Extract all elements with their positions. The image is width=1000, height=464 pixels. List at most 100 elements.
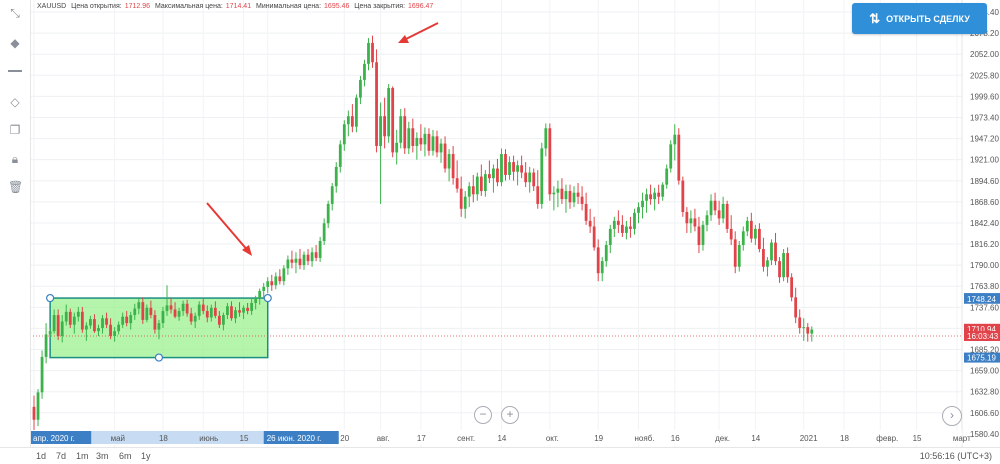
candle	[540, 142, 544, 209]
candle	[346, 110, 350, 137]
candle	[504, 149, 507, 181]
candle	[649, 184, 652, 205]
candle	[645, 188, 648, 213]
candle	[745, 216, 749, 237]
candle	[254, 295, 258, 310]
fill-tool-icon[interactable]: ◆	[10, 36, 20, 50]
candle	[556, 180, 560, 208]
candle	[657, 184, 661, 204]
layers-icon[interactable]: ◇	[10, 95, 20, 109]
candle	[496, 158, 499, 187]
candle	[782, 249, 785, 282]
candle	[455, 160, 459, 193]
candle	[608, 224, 612, 254]
candle	[596, 239, 600, 282]
price-tick-label: 2052.00	[970, 50, 999, 59]
candle	[278, 269, 282, 285]
copy-icon[interactable]: ❐	[9, 123, 21, 137]
candle	[762, 237, 765, 272]
candle	[230, 301, 233, 321]
candle	[149, 300, 153, 319]
low-label: Минимальная цена:	[256, 3, 322, 10]
time-tick-label: 14	[497, 434, 506, 443]
candle	[673, 124, 677, 161]
candle	[226, 302, 229, 320]
timeframe-3m[interactable]: 3m	[96, 451, 109, 461]
candle	[177, 307, 181, 321]
candle	[758, 223, 761, 253]
candle	[693, 208, 697, 232]
candle	[653, 187, 657, 211]
candle	[113, 327, 116, 342]
time-tick-label: 15	[913, 434, 922, 443]
candle	[76, 307, 80, 322]
time-tick-label: 17	[417, 434, 426, 443]
candle	[463, 191, 467, 219]
trade-arrows-icon: ⇅	[869, 10, 881, 26]
candle	[620, 215, 624, 237]
range-box-handle[interactable]	[263, 293, 272, 303]
candle	[238, 302, 241, 317]
candle	[32, 395, 36, 433]
candle	[548, 123, 552, 201]
range-box-handle[interactable]	[46, 293, 55, 303]
zoom-out-button[interactable]: −	[474, 406, 492, 424]
candle	[459, 176, 463, 217]
candle	[629, 216, 632, 238]
timeframe-1y[interactable]: 1y	[141, 451, 151, 461]
candle	[467, 182, 471, 208]
price-tick-label: 1816.20	[970, 240, 999, 249]
price-tick-label: 1606.60	[970, 409, 999, 418]
candle	[379, 102, 382, 204]
candle	[157, 319, 161, 340]
candle	[109, 318, 112, 340]
cursor-tool-icon[interactable]: ⤡	[10, 6, 20, 20]
ohlc-legend: XAUUSD Цена открытия: 1712.96 Максимальна…	[37, 3, 436, 10]
candle	[741, 226, 745, 251]
candle	[778, 257, 781, 283]
candle	[64, 304, 68, 326]
time-tick-label: 26 июн. 2020 г.	[267, 434, 322, 443]
zoom-in-button[interactable]: +	[501, 406, 519, 424]
candle	[338, 140, 342, 173]
candle	[185, 299, 189, 317]
price-tick-label: 1737.60	[970, 303, 999, 312]
trash-icon[interactable]: 🗑︎	[8, 180, 24, 194]
close-label: Цена закрытия:	[354, 3, 406, 10]
scroll-right-button[interactable]: ›	[942, 406, 962, 426]
candle	[117, 321, 121, 335]
timeframe-7d[interactable]: 7d	[56, 451, 67, 461]
candle	[234, 307, 237, 324]
candle	[552, 186, 556, 211]
open-trade-button[interactable]: ⇅ ОТКРЫТЬ СДЕЛКУ	[852, 3, 987, 34]
price-tick-label: 1973.40	[970, 113, 999, 122]
candle	[616, 210, 620, 233]
price-marker: 1675.19	[964, 352, 1000, 363]
candle	[326, 200, 330, 229]
line-tool-icon[interactable]	[8, 66, 22, 72]
svg-text:1710.94: 1710.94	[967, 325, 996, 334]
price-tick-label: 1842.40	[970, 219, 999, 228]
candle	[435, 130, 439, 158]
timeframe-1m[interactable]: 1m	[76, 451, 89, 461]
candle	[588, 208, 592, 233]
range-box-handle[interactable]	[154, 353, 164, 362]
lock-icon[interactable]: 🔒︎	[11, 152, 19, 166]
candle	[294, 252, 298, 274]
candle	[625, 220, 628, 240]
candle	[717, 200, 721, 225]
candle	[145, 304, 149, 323]
svg-text:1748.24: 1748.24	[967, 295, 996, 304]
price-axis[interactable]	[962, 0, 1000, 455]
candle	[298, 249, 302, 270]
timeframe-6m[interactable]: 6m	[119, 451, 132, 461]
candle	[169, 298, 173, 314]
candle	[492, 164, 495, 193]
candle	[729, 215, 733, 246]
candle	[479, 164, 483, 196]
candle	[371, 35, 374, 68]
price-marker: 1748.24	[964, 293, 1000, 304]
price-tick-label: 1947.20	[970, 135, 999, 144]
timeframe-1d[interactable]: 1d	[36, 451, 47, 461]
